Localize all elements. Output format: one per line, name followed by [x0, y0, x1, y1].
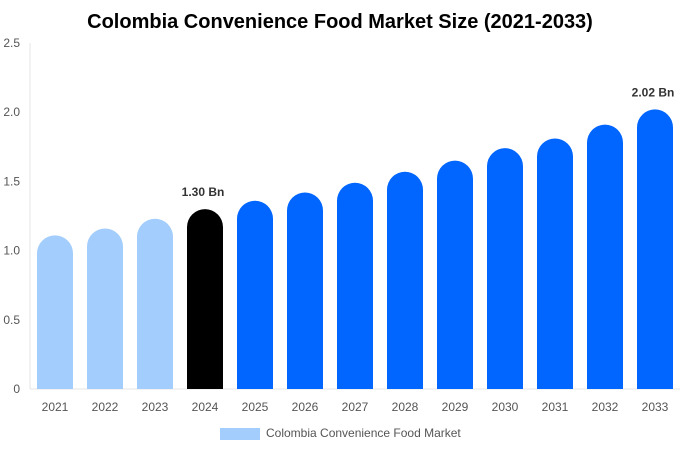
bar-2033[interactable] [637, 109, 673, 389]
y-tick-label: 2.0 [3, 105, 20, 119]
bar-2032[interactable] [587, 124, 623, 389]
x-tick-label: 2027 [342, 400, 369, 414]
x-tick-label: 2031 [542, 400, 569, 414]
bar-2030[interactable] [487, 148, 523, 389]
x-tick-label: 2026 [292, 400, 319, 414]
bar-2023[interactable] [137, 218, 173, 389]
x-tick-label: 2025 [242, 400, 269, 414]
x-tick-label: 2033 [642, 400, 669, 414]
x-tick-label: 2028 [392, 400, 419, 414]
legend-swatch [220, 428, 260, 440]
x-tick-label: 2023 [142, 400, 169, 414]
x-tick-label: 2029 [442, 400, 469, 414]
y-tick-label: 1.0 [3, 244, 20, 258]
legend-label[interactable]: Colombia Convenience Food Market [266, 426, 461, 440]
x-tick-label: 2024 [192, 400, 219, 414]
bar-2031[interactable] [537, 138, 573, 389]
bar-2027[interactable] [337, 182, 373, 389]
x-tick-label: 2030 [492, 400, 519, 414]
data-label: 1.30 Bn [182, 185, 225, 199]
x-tick-label: 2022 [92, 400, 119, 414]
y-tick-label: 0 [13, 382, 20, 396]
bar-2022[interactable] [87, 228, 123, 389]
bar-2025[interactable] [237, 200, 273, 389]
data-label: 2.02 Bn [632, 85, 675, 99]
bar-2028[interactable] [387, 171, 423, 389]
y-tick-label: 0.5 [3, 313, 20, 327]
x-tick-label: 2032 [592, 400, 619, 414]
bar-2026[interactable] [287, 192, 323, 389]
y-tick-label: 2.5 [3, 36, 20, 50]
bar-2021[interactable] [37, 235, 73, 389]
bar-2029[interactable] [437, 160, 473, 389]
chart-title: Colombia Convenience Food Market Size (2… [87, 11, 593, 33]
bar-2024[interactable] [187, 209, 223, 389]
x-tick-label: 2021 [42, 400, 69, 414]
y-tick-label: 1.5 [3, 174, 20, 188]
